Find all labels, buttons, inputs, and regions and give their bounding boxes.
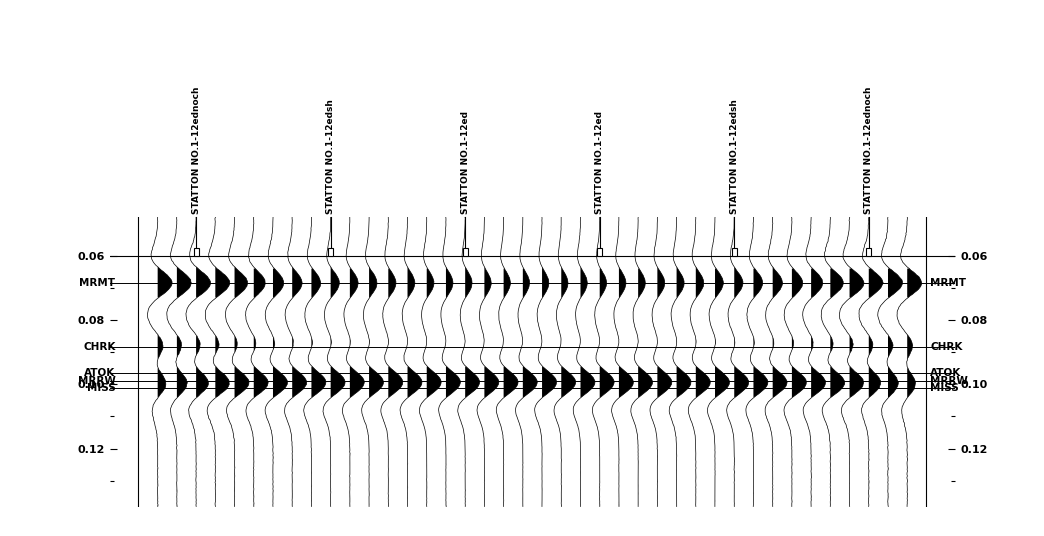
Bar [328,248,333,256]
Text: STATTON NO.1-12ed: STATTON NO.1-12ed [460,111,470,214]
Text: STATTON NO.1-12ednoch: STATTON NO.1-12ednoch [864,86,873,214]
Text: STATTON NO.1-12ednoch: STATTON NO.1-12ednoch [192,86,200,214]
Text: CHRK: CHRK [930,343,963,352]
Text: MISS: MISS [87,383,116,392]
Text: STATTON NO.1-12edsh: STATTON NO.1-12edsh [326,99,335,214]
Text: MRMT: MRMT [930,278,967,288]
Bar [732,248,737,256]
Bar [597,248,602,256]
Text: MRRW: MRRW [930,376,968,386]
Text: CHRK: CHRK [84,343,116,352]
Text: MRMT: MRMT [79,278,116,288]
Text: ATOK: ATOK [85,368,116,378]
Bar [194,248,198,256]
Bar [462,248,468,256]
Text: MISS: MISS [930,383,959,392]
Text: MRRW: MRRW [77,376,116,386]
Bar [867,248,871,256]
Text: ATOK: ATOK [930,368,962,378]
Text: STATTON NO.1-12edsh: STATTON NO.1-12edsh [730,99,739,214]
Text: STATTON NO.1-12ed: STATTON NO.1-12ed [595,111,604,214]
